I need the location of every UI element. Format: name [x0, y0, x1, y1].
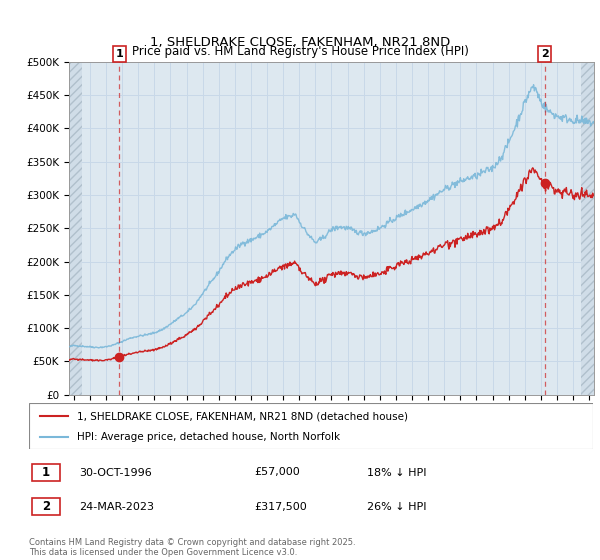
- Text: Contains HM Land Registry data © Crown copyright and database right 2025.
This d: Contains HM Land Registry data © Crown c…: [29, 538, 355, 557]
- Text: 2: 2: [41, 500, 50, 513]
- Bar: [69, 62, 82, 395]
- Text: 24-MAR-2023: 24-MAR-2023: [80, 502, 155, 511]
- Text: HPI: Average price, detached house, North Norfolk: HPI: Average price, detached house, Nort…: [77, 432, 340, 442]
- Text: 2: 2: [541, 49, 548, 59]
- Text: £317,500: £317,500: [254, 502, 307, 511]
- Text: 1, SHELDRAKE CLOSE, FAKENHAM, NR21 8ND (detached house): 1, SHELDRAKE CLOSE, FAKENHAM, NR21 8ND (…: [77, 411, 408, 421]
- Text: 1: 1: [41, 466, 50, 479]
- Text: £57,000: £57,000: [254, 468, 300, 478]
- Text: 1: 1: [116, 49, 123, 59]
- FancyBboxPatch shape: [29, 403, 593, 449]
- Text: 18% ↓ HPI: 18% ↓ HPI: [367, 468, 427, 478]
- Text: Price paid vs. HM Land Registry's House Price Index (HPI): Price paid vs. HM Land Registry's House …: [131, 45, 469, 58]
- Bar: [581, 62, 594, 395]
- FancyBboxPatch shape: [32, 464, 60, 481]
- Text: 30-OCT-1996: 30-OCT-1996: [80, 468, 152, 478]
- Text: 1, SHELDRAKE CLOSE, FAKENHAM, NR21 8ND: 1, SHELDRAKE CLOSE, FAKENHAM, NR21 8ND: [150, 36, 450, 49]
- Text: 26% ↓ HPI: 26% ↓ HPI: [367, 502, 427, 511]
- FancyBboxPatch shape: [32, 498, 60, 515]
